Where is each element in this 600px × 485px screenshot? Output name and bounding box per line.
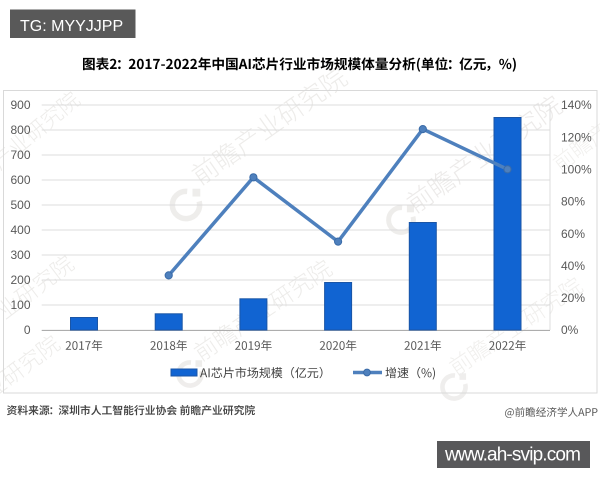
svg-text:TG: MYYJJPP: TG: MYYJJPP: [20, 18, 123, 35]
svg-text:300: 300: [10, 248, 30, 262]
svg-text:0: 0: [24, 323, 31, 337]
svg-text:100%: 100%: [561, 163, 592, 177]
svg-text:40%: 40%: [561, 259, 585, 273]
svg-text:900: 900: [10, 98, 30, 112]
svg-text:400: 400: [10, 223, 30, 237]
svg-text:80%: 80%: [561, 195, 585, 209]
svg-text:60%: 60%: [561, 227, 585, 241]
svg-text:120%: 120%: [561, 130, 592, 144]
svg-text:www.ah-svip.com: www.ah-svip.com: [444, 444, 580, 465]
svg-text:700: 700: [10, 148, 30, 162]
svg-text:600: 600: [10, 173, 30, 187]
svg-text:200: 200: [10, 273, 30, 287]
svg-text:500: 500: [10, 198, 30, 212]
svg-text:20%: 20%: [561, 291, 585, 305]
svg-text:100: 100: [10, 298, 30, 312]
svg-text:800: 800: [10, 123, 30, 137]
svg-text:140%: 140%: [561, 98, 592, 112]
svg-text:0%: 0%: [561, 323, 579, 337]
